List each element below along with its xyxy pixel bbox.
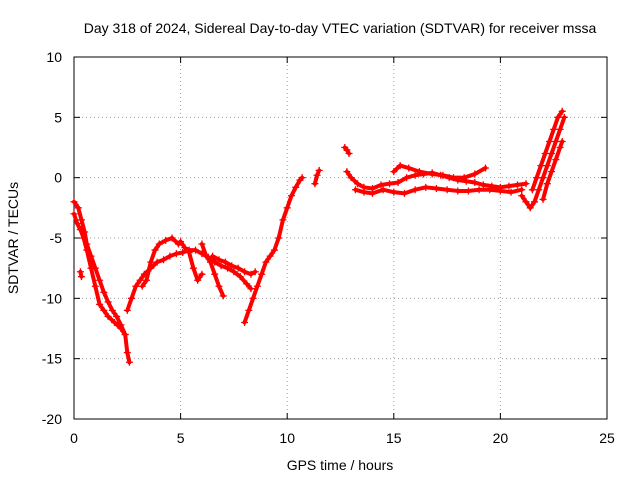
series-track-n	[518, 113, 568, 212]
series-track-i	[311, 166, 323, 188]
series-track-h	[241, 174, 306, 326]
data-point-band	[212, 272, 221, 289]
data-point-band	[97, 278, 106, 295]
data-point-band	[551, 115, 560, 132]
data-point-band	[148, 248, 158, 265]
data-point	[315, 166, 323, 174]
data-point-band	[534, 163, 543, 180]
data-point-band	[251, 284, 260, 301]
data-point-band	[547, 127, 556, 144]
data-point-band	[93, 284, 102, 307]
data-point-band	[118, 326, 128, 337]
axis-ticks	[73, 56, 608, 420]
data-point	[560, 113, 568, 121]
data-point-band	[553, 145, 563, 162]
y-tick-label: 0	[54, 170, 62, 186]
data-point	[345, 150, 353, 158]
y-tick-label: 5	[54, 109, 62, 125]
data-point-band	[549, 157, 558, 174]
data-point-band	[259, 260, 268, 277]
data-point-band	[195, 272, 204, 283]
series-track-l	[351, 183, 526, 197]
data-point-band	[84, 248, 94, 271]
data-point	[522, 180, 530, 188]
data-point	[125, 358, 133, 366]
data-point-band	[541, 163, 550, 180]
series-track-d	[123, 246, 255, 314]
data-point-band	[472, 166, 488, 177]
data-point-band	[555, 109, 565, 120]
data-point-band	[199, 242, 209, 259]
data-series	[70, 107, 568, 366]
data-point-band	[558, 115, 567, 132]
series-track-b	[70, 210, 129, 339]
data-point	[198, 270, 206, 278]
data-point-band	[280, 205, 290, 222]
data-point-band	[89, 266, 98, 289]
y-axis-label: SDTVAR / TECUs	[5, 182, 21, 294]
data-point	[77, 273, 85, 281]
data-point-band	[272, 236, 281, 253]
grid	[74, 57, 607, 419]
data-point-band	[553, 127, 563, 144]
x-tick-labels: 0 5 10 15 20 25	[70, 430, 615, 446]
y-tick-labels: -20 -15 -10 -5 0 5 10	[42, 49, 62, 427]
series-track-e	[138, 234, 206, 290]
data-point-band	[276, 217, 285, 240]
data-point-band	[549, 139, 558, 156]
data-point-band	[125, 296, 134, 313]
series-track-c	[76, 268, 85, 281]
x-tick-label: 0	[70, 430, 78, 446]
y-tick-label: -10	[42, 290, 62, 306]
data-point-band	[545, 169, 554, 186]
data-point-band	[532, 187, 541, 204]
plot-frame	[73, 56, 608, 420]
x-tick-label: 20	[493, 430, 509, 446]
series-track-p	[539, 137, 566, 203]
data-point-band	[187, 250, 196, 271]
x-tick-label: 25	[599, 430, 615, 446]
data-point	[219, 292, 227, 300]
data-point-band	[242, 308, 251, 325]
data-point	[251, 268, 259, 276]
x-tick-label: 15	[386, 430, 402, 446]
data-point-band	[93, 266, 102, 283]
data-point-band	[538, 151, 548, 168]
data-point	[558, 107, 566, 115]
data-point-band	[216, 284, 226, 298]
series-track-f	[198, 240, 227, 300]
data-point	[247, 285, 255, 293]
data-point-band	[285, 193, 294, 210]
y-tick-label: -5	[50, 230, 63, 246]
data-point-band	[530, 175, 539, 192]
series-track-o	[528, 107, 566, 194]
series-track-m	[390, 162, 489, 182]
y-tick-label: -15	[42, 351, 62, 367]
data-point-band	[536, 175, 546, 192]
series-track-g	[209, 252, 259, 278]
data-point-band	[246, 296, 256, 313]
x-tick-label: 5	[177, 430, 185, 446]
data-point	[558, 137, 566, 145]
data-point-band	[208, 260, 217, 277]
y-tick-label: 10	[46, 49, 62, 65]
data-point-band	[255, 272, 264, 289]
data-point	[518, 186, 526, 194]
data-point	[481, 164, 489, 172]
y-tick-label: -20	[42, 411, 62, 427]
data-point-band	[543, 139, 552, 156]
data-point-band	[545, 151, 554, 168]
data-point-band	[89, 254, 98, 271]
chart-title: Day 318 of 2024, Sidereal Day-to-day VTE…	[84, 20, 597, 36]
data-point-band	[244, 281, 253, 291]
data-point-band	[129, 284, 138, 301]
data-point	[121, 331, 129, 339]
data-point	[298, 174, 306, 182]
data-point-band	[541, 181, 550, 202]
series-track-j	[341, 144, 353, 158]
data-point-band	[144, 260, 153, 283]
x-tick-label: 10	[279, 430, 295, 446]
x-axis-label: GPS time / hours	[287, 457, 394, 473]
